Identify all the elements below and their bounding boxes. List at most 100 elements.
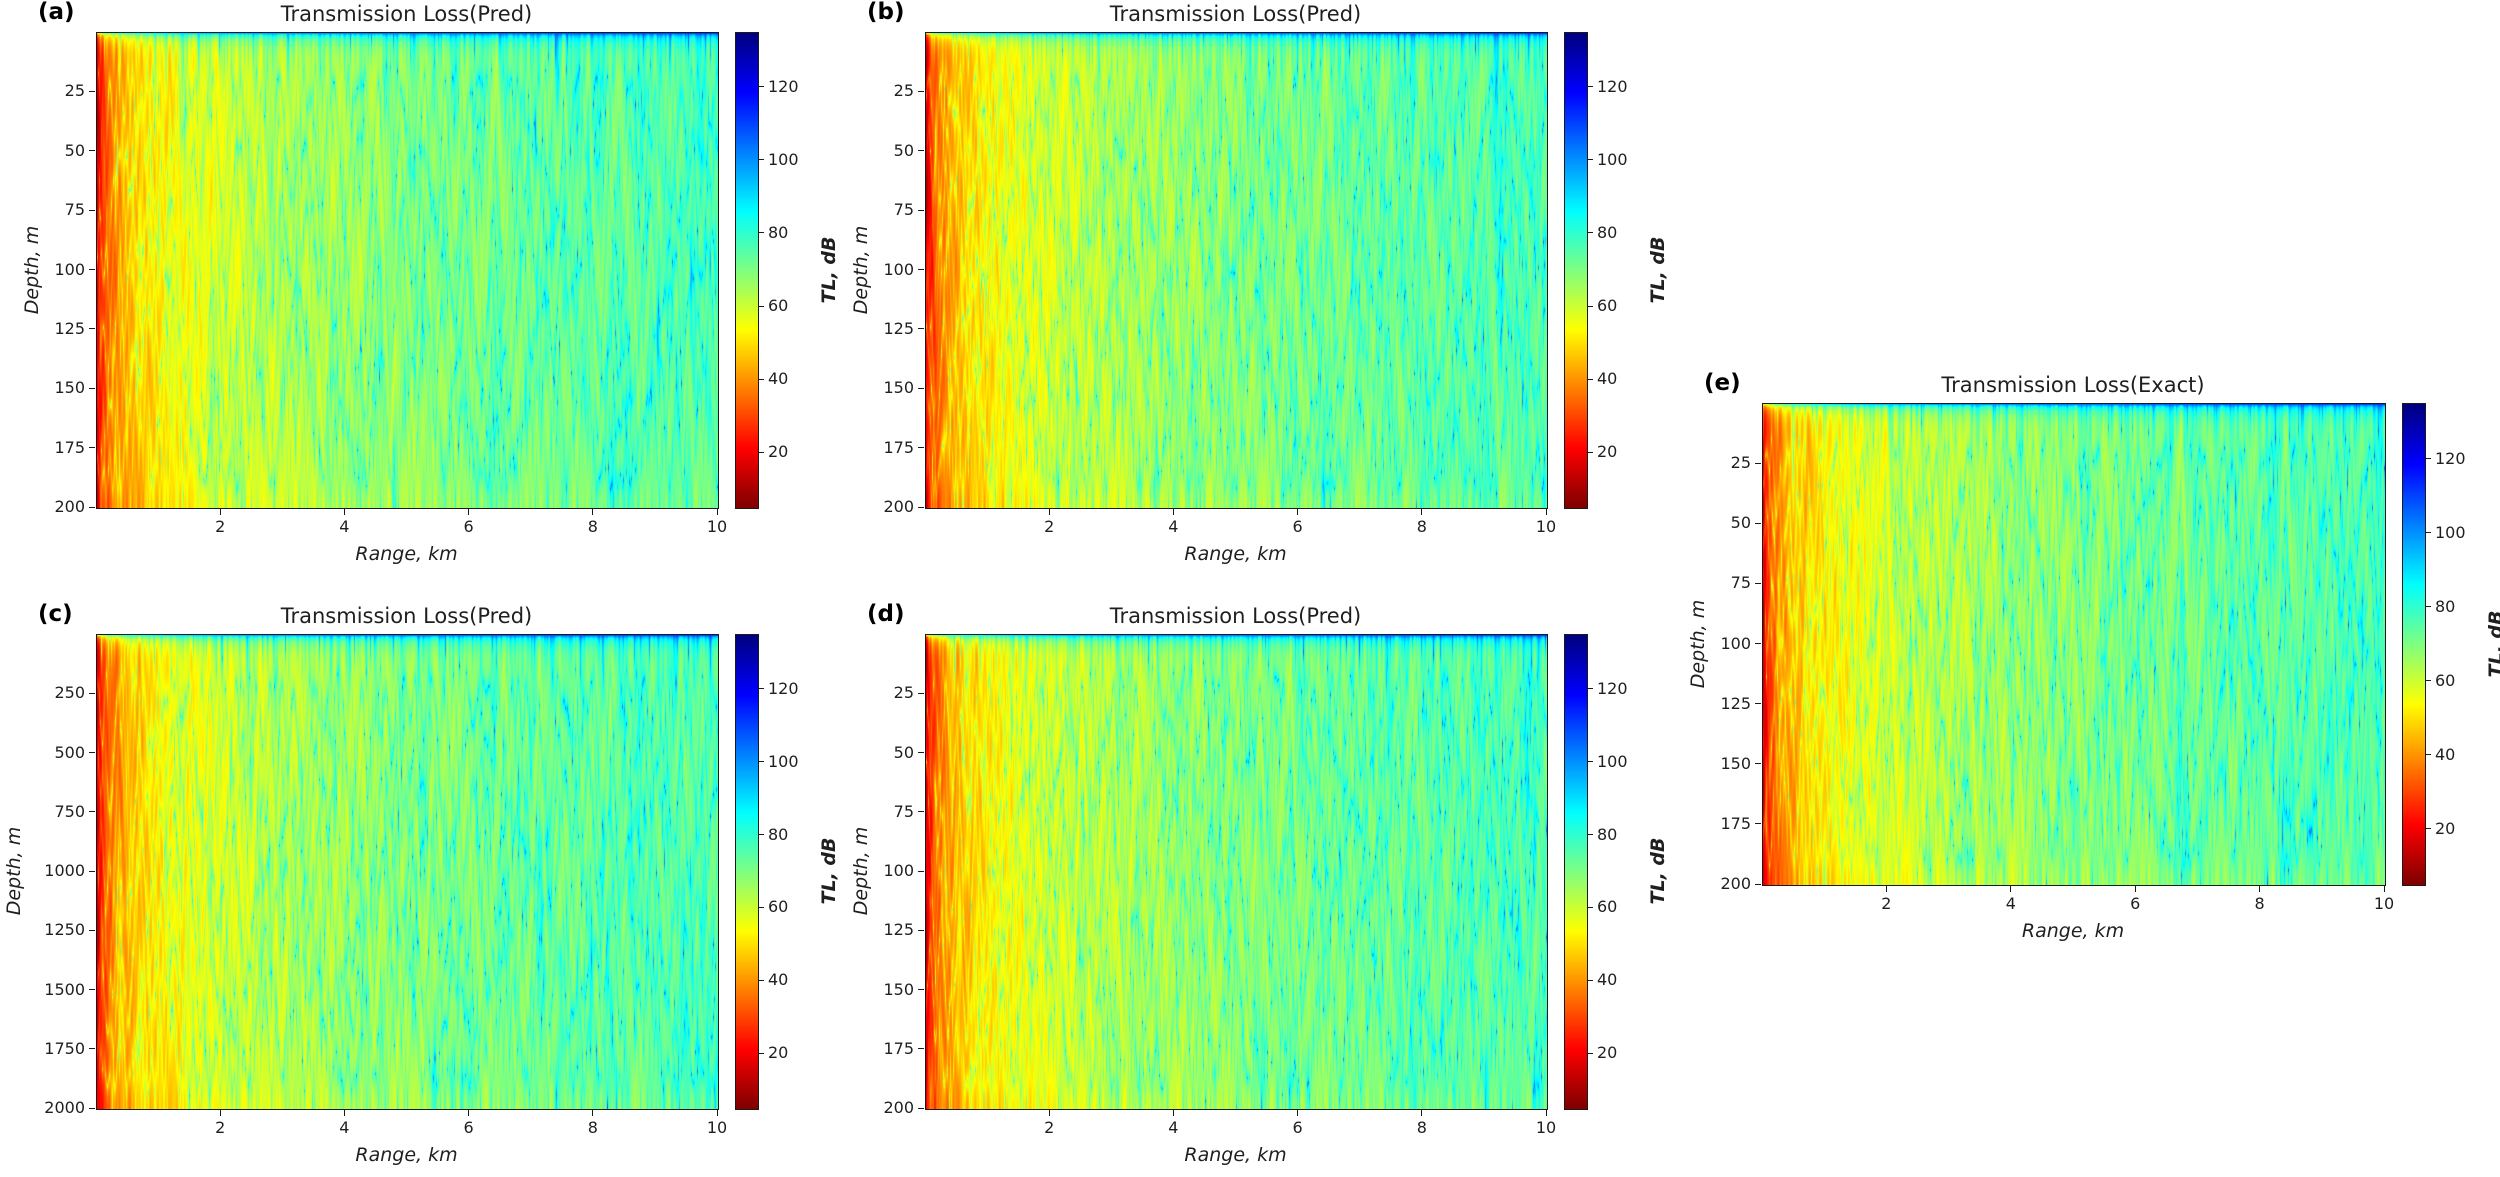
- y-tick-label: 150: [883, 979, 914, 999]
- y-tick: [918, 989, 924, 990]
- x-tick: [592, 1110, 594, 1116]
- y-tick-label: 200: [54, 497, 85, 516]
- colorbar-tick-label: 100: [768, 149, 799, 169]
- y-tick: [1755, 462, 1761, 464]
- panel-letter-d: (d): [867, 601, 905, 627]
- colorbar-tick-label: 60: [1597, 897, 1618, 917]
- colorbar-tick: [1588, 86, 1593, 88]
- x-tick: [468, 509, 470, 515]
- x-tick-label: 6: [2130, 894, 2141, 913]
- y-tick: [1755, 643, 1761, 644]
- colorbar-tick: [1588, 979, 1593, 981]
- colorbar-tick-label: 80: [768, 222, 789, 242]
- colorbar-tick: [759, 688, 764, 690]
- colorbar-tick: [759, 378, 764, 380]
- x-tick: [716, 509, 718, 515]
- y-tick: [1755, 823, 1761, 825]
- colorbar-tick: [759, 451, 764, 453]
- y-tick: [918, 811, 924, 813]
- x-axis-label: Range, km: [1184, 1144, 1287, 1166]
- y-tick-label: 100: [883, 861, 914, 880]
- y-axis-label: Depth, m: [3, 826, 25, 916]
- y-tick-label: 75: [1730, 573, 1751, 593]
- subplot-c: (c) Transmission Loss(Pred) 2 4 6 8 10 250 50…: [3, 601, 840, 1166]
- y-tick: [918, 1107, 924, 1109]
- colorbar-tick-label: 100: [1597, 149, 1628, 169]
- y-tick-label: 100: [883, 259, 914, 279]
- panel-letter-b: (b): [867, 0, 905, 25]
- x-tick-label: 6: [463, 1118, 474, 1137]
- colorbar-tick-label: 80: [2435, 596, 2456, 616]
- x-tick: [343, 509, 345, 515]
- colorbar: [1564, 32, 1588, 509]
- x-tick: [1545, 1110, 1547, 1116]
- y-axis-label: Depth, m: [850, 225, 872, 314]
- x-tick: [592, 509, 594, 515]
- colorbar-tick: [2426, 606, 2431, 607]
- colorbar-label: TL, dB: [818, 837, 840, 905]
- y-tick: [918, 506, 924, 508]
- colorbar-tick: [1588, 378, 1593, 380]
- y-tick-label: 2000: [44, 1098, 85, 1117]
- colorbar-label: TL, dB: [1647, 837, 1669, 905]
- x-tick-label: 6: [1292, 1118, 1303, 1137]
- colorbar-tick-label: 20: [2435, 818, 2456, 838]
- x-tick: [1885, 886, 1887, 892]
- x-tick-label: 10: [706, 517, 728, 536]
- colorbar-tick-label: 40: [1597, 369, 1618, 389]
- x-tick-label: 4: [1168, 1118, 1179, 1137]
- subplot-b: (b) Transmission Loss(Pred) 2 4 6 8 10 25 50 7…: [850, 0, 1669, 565]
- x-tick-label: 6: [1292, 517, 1303, 536]
- x-tick-label: 10: [706, 1118, 728, 1137]
- y-tick-label: 25: [893, 683, 914, 703]
- x-tick: [468, 1110, 470, 1116]
- colorbar-tick-label: 80: [1597, 824, 1618, 844]
- subplot-a: (a) Transmission Loss(Pred) 2 4 6 8 10 25 50 7…: [21, 0, 840, 565]
- x-tick: [219, 509, 221, 515]
- x-axis-label: Range, km: [355, 1144, 458, 1166]
- x-tick: [2010, 886, 2012, 892]
- y-tick-label: 50: [64, 140, 85, 160]
- x-tick-label: 6: [463, 517, 474, 536]
- colorbar-tick-label: 80: [768, 824, 789, 844]
- x-tick: [2259, 886, 2261, 892]
- x-tick-label: 8: [1416, 517, 1427, 536]
- y-tick: [918, 150, 924, 152]
- y-tick-label: 200: [1720, 874, 1751, 893]
- y-tick-label: 50: [893, 742, 914, 762]
- y-tick-label: 150: [883, 378, 914, 398]
- colorbar-tick: [1588, 159, 1593, 161]
- y-tick-label: 175: [883, 1038, 914, 1058]
- plot-title: Transmission Loss(Pred): [280, 604, 533, 628]
- y-tick-label: 1500: [44, 979, 85, 999]
- x-tick: [1297, 509, 1299, 515]
- y-tick: [89, 209, 95, 211]
- colorbar-tick: [759, 232, 764, 234]
- y-tick: [918, 90, 924, 92]
- y-tick: [89, 1048, 95, 1050]
- plot-title: Transmission Loss(Exact): [1941, 373, 2205, 397]
- x-tick: [1048, 509, 1050, 515]
- colorbar-tick-label: 120: [768, 76, 799, 96]
- y-tick-label: 500: [54, 742, 85, 762]
- colorbar-tick: [759, 761, 764, 763]
- colorbar-tick-label: 80: [1597, 222, 1618, 242]
- colorbar-tick-label: 40: [2435, 744, 2456, 764]
- y-tick-label: 125: [883, 920, 914, 940]
- colorbar-tick-label: 60: [768, 296, 789, 316]
- colorbar-tick-label: 100: [768, 751, 799, 771]
- x-tick: [1297, 1110, 1299, 1116]
- colorbar-tick: [759, 1052, 764, 1054]
- x-tick: [716, 1110, 718, 1116]
- y-tick: [918, 1048, 924, 1050]
- y-tick-label: 200: [883, 1098, 914, 1117]
- x-tick-label: 2: [1881, 894, 1892, 913]
- x-tick-label: 2: [215, 517, 226, 536]
- colorbar: [1564, 634, 1588, 1110]
- x-axis-label: Range, km: [1184, 543, 1287, 565]
- x-tick-label: 4: [2005, 894, 2016, 913]
- y-tick-label: 175: [1720, 813, 1751, 833]
- y-tick: [89, 929, 95, 931]
- colorbar-tick: [759, 834, 764, 836]
- x-tick-label: 10: [1535, 517, 1557, 536]
